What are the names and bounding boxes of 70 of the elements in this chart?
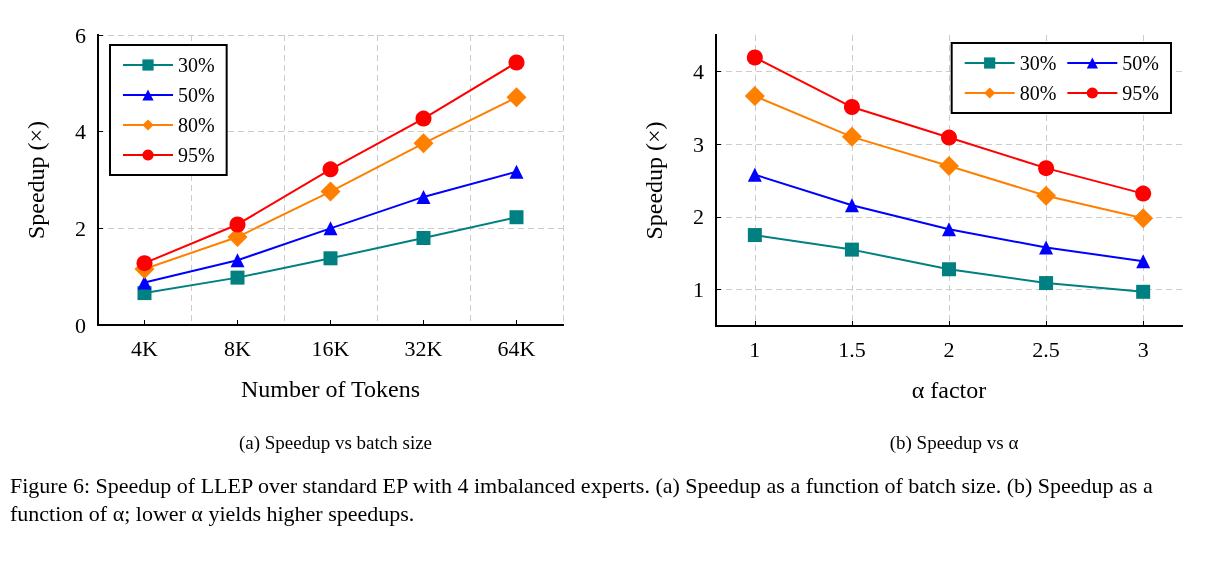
legend-label: 50% <box>1122 52 1160 74</box>
y-tick-label: 1 <box>693 277 704 303</box>
legend-label: 80% <box>178 114 215 136</box>
x-axis-title: α factor <box>911 377 987 403</box>
x-tick-label: 3 <box>1137 336 1149 362</box>
y-tick-label: 4 <box>693 58 704 84</box>
point <box>942 262 956 277</box>
x-tick-label: 8K <box>224 335 252 361</box>
point <box>416 189 431 204</box>
point <box>1136 254 1151 269</box>
point <box>941 129 957 146</box>
point <box>844 242 859 257</box>
x-tick-label: 4K <box>131 335 159 361</box>
point <box>1039 240 1054 255</box>
text: (b) Speedup vs α <box>889 432 1019 454</box>
y-axis-title: Speedup (×) <box>23 120 49 240</box>
point <box>1133 208 1154 229</box>
point <box>413 133 434 154</box>
point <box>509 164 524 179</box>
point <box>843 99 860 116</box>
point <box>320 181 341 202</box>
x-tick-label: 1.5 <box>838 336 866 362</box>
legend-label: 30% <box>1019 52 1057 74</box>
point <box>1039 276 1054 291</box>
caption: Figure 6: Speedup of LLEP over standard EP with 4 imbalanced experts. (a) Speedup as a function of batch size. (b) Speedup as a function of α; lower α yields higher speedups. <box>9 472 1154 528</box>
legend-label: 95% <box>178 144 215 166</box>
legend-label: 50% <box>178 84 215 106</box>
x-tick-label: 2 <box>943 336 955 362</box>
point <box>229 216 246 233</box>
point <box>323 251 338 266</box>
point <box>416 231 431 245</box>
point <box>744 86 765 107</box>
x-tick-label: 64K <box>497 335 536 361</box>
legend-label: 30% <box>178 54 215 76</box>
point <box>841 126 862 147</box>
y-tick-label: 6 <box>75 22 86 48</box>
point <box>939 155 959 176</box>
x-tick-label: 16K <box>311 335 350 361</box>
point <box>415 110 432 127</box>
text: (a) Speedup vs batch size <box>238 432 433 454</box>
legend-label: 80% <box>1019 82 1057 104</box>
point <box>508 54 525 71</box>
y-tick-label: 0 <box>75 312 86 338</box>
point <box>137 275 152 290</box>
x-tick-label: 1 <box>749 336 761 362</box>
point <box>1038 160 1055 177</box>
y-tick-label: 4 <box>75 119 86 145</box>
y-axis-title: Speedup (×) <box>641 121 667 240</box>
point <box>136 255 153 272</box>
point <box>322 161 339 178</box>
point <box>230 270 245 285</box>
y-tick-label: 2 <box>693 204 704 230</box>
x-tick-label: 2.5 <box>1032 336 1060 362</box>
point <box>230 253 245 268</box>
point <box>747 167 762 182</box>
point <box>1036 185 1057 206</box>
y-tick-label: 2 <box>75 215 86 241</box>
point <box>323 221 338 236</box>
point <box>506 87 527 108</box>
point <box>1135 185 1152 202</box>
x-axis-title: Number of Tokens <box>240 376 421 402</box>
point <box>509 210 524 225</box>
point <box>746 49 763 66</box>
point <box>747 228 762 243</box>
y-tick-label: 3 <box>693 131 704 157</box>
point <box>942 222 956 237</box>
point <box>1136 284 1151 299</box>
legend-label: 95% <box>1122 82 1160 104</box>
x-tick-label: 32K <box>404 335 443 361</box>
point <box>844 198 859 213</box>
